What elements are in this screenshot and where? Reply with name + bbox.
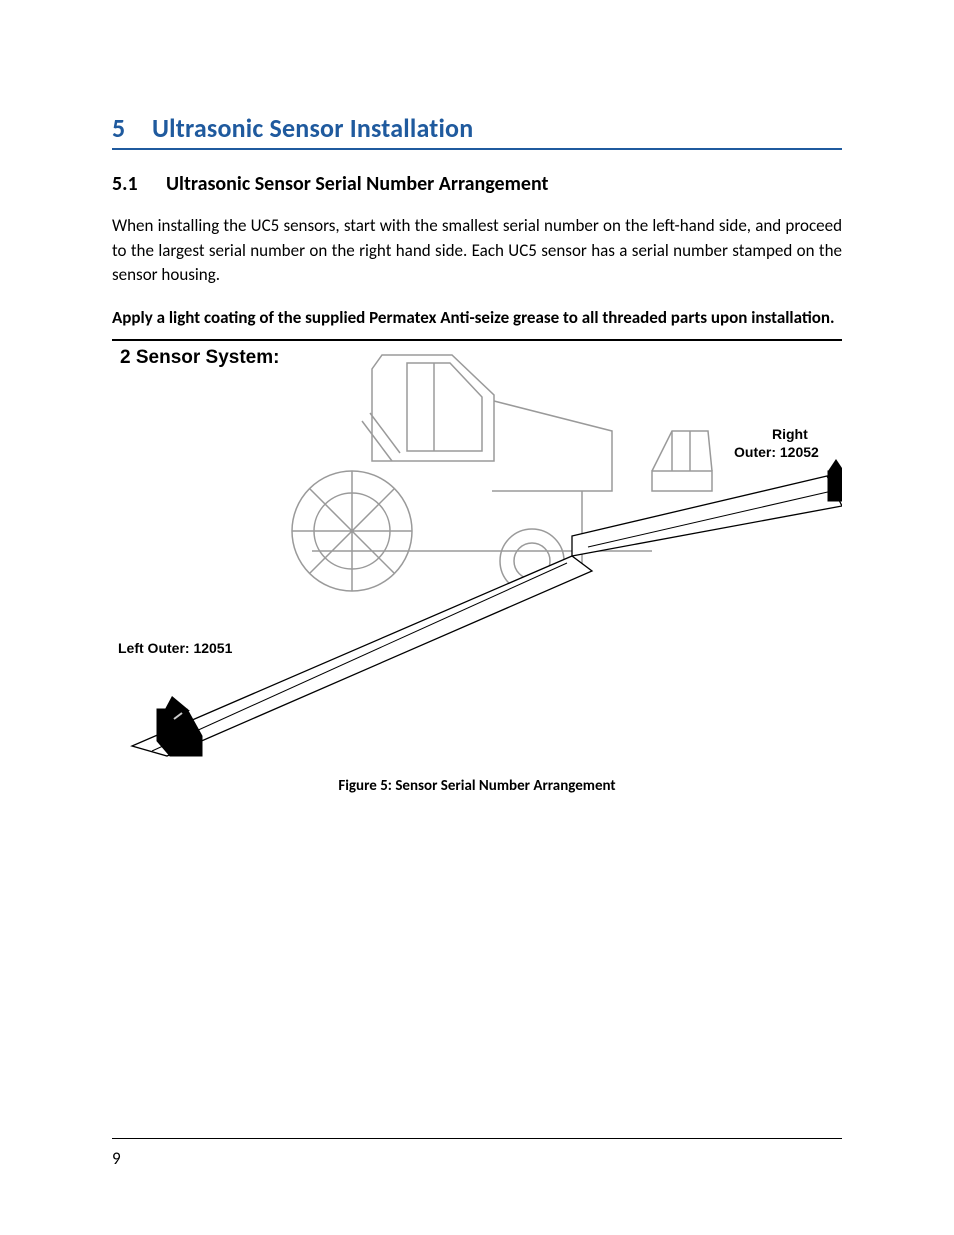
sensor-left-top — [164, 696, 190, 711]
subsection-heading: 5.1Ultrasonic Sensor Serial Number Arran… — [112, 172, 842, 196]
sensor-arrangement-svg: 2 Sensor System: Right Outer: 12052 Left… — [112, 341, 842, 771]
tractor-outline — [292, 355, 712, 593]
document-page: 5Ultrasonic Sensor Installation 5.1Ultra… — [0, 0, 954, 1235]
section-number: 5 — [112, 112, 152, 144]
page-number: 9 — [112, 1148, 121, 1169]
left-sensor-label: Left Outer: 12051 — [118, 640, 233, 656]
right-sensor-label-2: Outer: 12052 — [734, 444, 819, 460]
figure-caption: Figure 5: Sensor Serial Number Arrangeme… — [112, 777, 842, 795]
subsection-number: 5.1 — [112, 172, 166, 196]
bold-note-paragraph: Apply a light coating of the supplied Pe… — [112, 306, 842, 331]
system-label: 2 Sensor System: — [120, 347, 279, 368]
sensor-right-top — [828, 459, 842, 471]
sensor-right — [828, 471, 842, 501]
section-heading: 5Ultrasonic Sensor Installation — [112, 112, 842, 150]
figure-diagram: 2 Sensor System: Right Outer: 12052 Left… — [112, 341, 842, 771]
right-sensor-label-1: Right — [772, 426, 808, 442]
subsection-title: Ultrasonic Sensor Serial Number Arrangem… — [166, 172, 548, 196]
footer-rule — [112, 1138, 842, 1139]
intro-paragraph: When installing the UC5 sensors, start w… — [112, 214, 842, 288]
section-title: Ultrasonic Sensor Installation — [152, 112, 473, 144]
